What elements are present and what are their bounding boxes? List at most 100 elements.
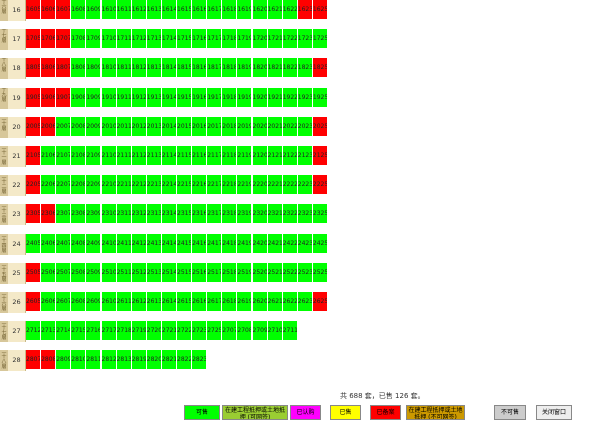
unit-cell[interactable]: 1621: [267, 0, 283, 20]
unit-cell[interactable]: 2223: [297, 175, 313, 196]
unit-cell[interactable]: 1807: [56, 58, 72, 79]
unit-cell[interactable]: 2610: [101, 292, 117, 312]
unit-cell[interactable]: 2215: [177, 175, 193, 196]
unit-cell[interactable]: 1913: [146, 87, 162, 108]
unit-cell[interactable]: 1822: [282, 58, 298, 79]
unit-cell[interactable]: 2715: [71, 321, 87, 342]
unit-cell[interactable]: 2712: [26, 321, 42, 342]
unit-cell[interactable]: 1806: [41, 58, 57, 79]
unit-cell[interactable]: 2406: [41, 233, 57, 254]
unit-cell[interactable]: 2508: [71, 262, 87, 283]
unit-cell[interactable]: 1919: [237, 87, 253, 108]
unit-cell[interactable]: 1821: [267, 58, 283, 79]
unit-cell[interactable]: 2115: [177, 146, 193, 166]
unit-cell[interactable]: 2118: [222, 146, 238, 166]
unit-cell[interactable]: 2322: [282, 204, 298, 225]
unit-cell[interactable]: 1720: [252, 29, 268, 50]
unit-cell[interactable]: 1710: [101, 29, 117, 50]
unit-cell[interactable]: 1717: [207, 29, 223, 50]
unit-cell[interactable]: 2821: [161, 350, 177, 371]
unit-cell[interactable]: 2020: [252, 116, 268, 137]
unit-cell[interactable]: 2318: [222, 204, 238, 225]
unit-cell[interactable]: 2220: [252, 175, 268, 196]
unit-cell[interactable]: 2311: [116, 204, 132, 225]
unit-cell[interactable]: 2408: [71, 233, 87, 254]
unit-cell[interactable]: 1712: [131, 29, 147, 50]
unit-cell[interactable]: 1622: [282, 0, 298, 20]
unit-cell[interactable]: 2108: [71, 146, 87, 166]
unit-cell[interactable]: 2807: [26, 350, 42, 371]
unit-cell[interactable]: 2823: [192, 350, 208, 371]
unit-cell[interactable]: 1818: [222, 58, 238, 79]
unit-cell[interactable]: 2519: [237, 262, 253, 283]
unit-cell[interactable]: 2418: [222, 233, 238, 254]
unit-cell[interactable]: 2423: [297, 233, 313, 254]
unit-cell[interactable]: 2811: [86, 350, 102, 371]
unit-cell[interactable]: 2218: [222, 175, 238, 196]
unit-cell[interactable]: 1708: [71, 29, 87, 50]
unit-cell[interactable]: 2505: [26, 262, 42, 283]
unit-cell[interactable]: 1905: [26, 87, 42, 108]
unit-cell[interactable]: 1713: [146, 29, 162, 50]
unit-cell[interactable]: 2111: [116, 146, 132, 166]
unit-cell[interactable]: 2422: [282, 233, 298, 254]
unit-cell[interactable]: 2620: [252, 292, 268, 312]
unit-cell[interactable]: 2713: [41, 321, 57, 342]
unit-cell[interactable]: 2206: [41, 175, 57, 196]
unit-cell[interactable]: 2122: [282, 146, 298, 166]
unit-cell[interactable]: 2608: [71, 292, 87, 312]
unit-cell[interactable]: 2512: [131, 262, 147, 283]
unit-cell[interactable]: 1611: [116, 0, 132, 20]
unit-cell[interactable]: 2107: [56, 146, 72, 166]
unit-cell[interactable]: 2420: [252, 233, 268, 254]
unit-cell[interactable]: 2613: [146, 292, 162, 312]
unit-cell[interactable]: 2521: [267, 262, 283, 283]
unit-cell[interactable]: 1907: [56, 87, 72, 108]
unit-cell[interactable]: 2710: [267, 321, 283, 342]
unit-cell[interactable]: 1805: [26, 58, 42, 79]
unit-cell[interactable]: 2106: [41, 146, 57, 166]
unit-cell[interactable]: 2016: [192, 116, 208, 137]
unit-cell[interactable]: 2812: [101, 350, 117, 371]
unit-cell[interactable]: 1825: [312, 58, 328, 79]
unit-cell[interactable]: 1922: [282, 87, 298, 108]
unit-cell[interactable]: 2708: [237, 321, 253, 342]
unit-cell[interactable]: 1815: [177, 58, 193, 79]
unit-cell[interactable]: 2023: [297, 116, 313, 137]
unit-cell[interactable]: 2013: [146, 116, 162, 137]
unit-cell[interactable]: 2522: [282, 262, 298, 283]
unit-cell[interactable]: 2222: [282, 175, 298, 196]
unit-cell[interactable]: 2309: [86, 204, 102, 225]
unit-cell[interactable]: 2514: [161, 262, 177, 283]
unit-cell[interactable]: 1721: [267, 29, 283, 50]
unit-cell[interactable]: 2809: [56, 350, 72, 371]
unit-cell[interactable]: 2709: [252, 321, 268, 342]
unit-cell[interactable]: 2123: [297, 146, 313, 166]
unit-cell[interactable]: 2606: [41, 292, 57, 312]
unit-cell[interactable]: 2510: [101, 262, 117, 283]
unit-cell[interactable]: 2619: [237, 292, 253, 312]
unit-cell[interactable]: 2525: [312, 262, 328, 283]
unit-cell[interactable]: 1917: [207, 87, 223, 108]
unit-cell[interactable]: 2720: [146, 321, 162, 342]
unit-cell[interactable]: 2409: [86, 233, 102, 254]
unit-cell[interactable]: 2611: [116, 292, 132, 312]
unit-cell[interactable]: 1606: [41, 0, 57, 20]
unit-cell[interactable]: 1809: [86, 58, 102, 79]
unit-cell[interactable]: 1715: [177, 29, 193, 50]
unit-cell[interactable]: 2014: [161, 116, 177, 137]
unit-cell[interactable]: 1916: [192, 87, 208, 108]
unit-cell[interactable]: 2414: [161, 233, 177, 254]
unit-cell[interactable]: 1906: [41, 87, 57, 108]
unit-cell[interactable]: 2005: [26, 116, 42, 137]
unit-cell[interactable]: 2419: [237, 233, 253, 254]
unit-cell[interactable]: 2216: [192, 175, 208, 196]
unit-cell[interactable]: 1612: [131, 0, 147, 20]
unit-cell[interactable]: 2623: [297, 292, 313, 312]
unit-cell[interactable]: 2407: [56, 233, 72, 254]
unit-cell[interactable]: 1921: [267, 87, 283, 108]
unit-cell[interactable]: 2011: [116, 116, 132, 137]
unit-cell[interactable]: 1909: [86, 87, 102, 108]
close-window-button[interactable]: 关闭窗口: [536, 405, 572, 420]
unit-cell[interactable]: 1912: [131, 87, 147, 108]
